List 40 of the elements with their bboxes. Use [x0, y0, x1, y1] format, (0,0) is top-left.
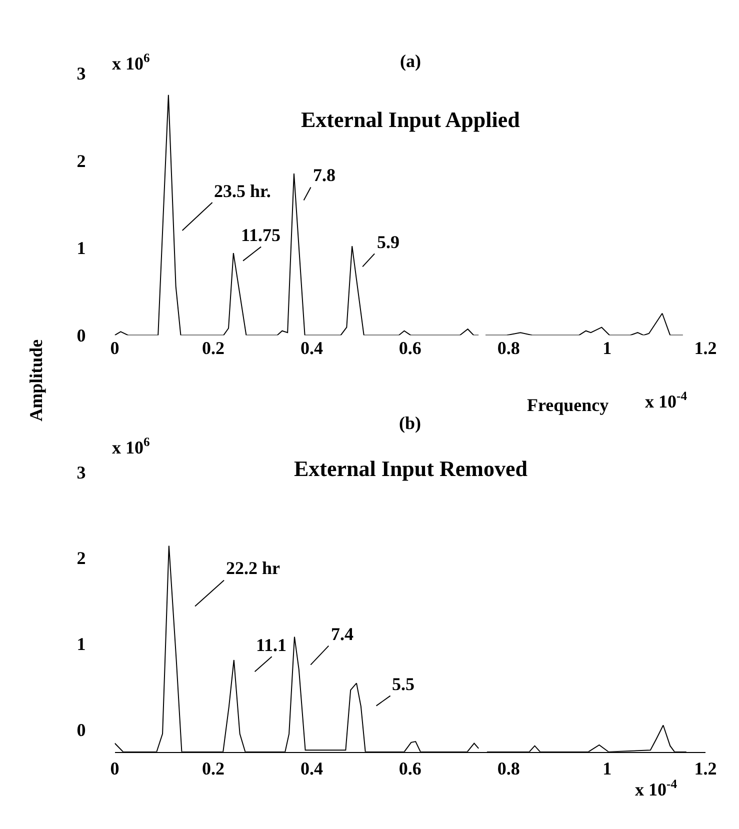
y-tick-label: 1 [76, 634, 86, 654]
x-tick-label: 0 [110, 338, 120, 358]
annotation: 22.2 hr [226, 558, 280, 578]
chart-title: (b) [399, 413, 422, 433]
x-tick-label: 0.2 [202, 338, 224, 358]
x-tick-label: 0 [110, 758, 120, 778]
annotation: 11.75 [241, 225, 281, 245]
chart-subtitle: External Input Removed [294, 456, 528, 481]
y-tick-label: 2 [76, 548, 86, 568]
x-axis-title: Frequency [527, 395, 609, 415]
text: x 10$^{-4}$ [645, 389, 688, 412]
annotation: x 10$^{6}$ [112, 51, 150, 74]
text: x 10$^{6}$ [112, 435, 150, 458]
y-tick-label: 3 [76, 462, 86, 482]
y-tick-label: 3 [76, 63, 86, 84]
annotation: 5.5 [392, 674, 414, 694]
x-tick-label: 0.8 [497, 758, 520, 778]
y-tick-label: 2 [76, 150, 86, 171]
annotation: 7.8 [313, 165, 336, 185]
x-tick-label: 1 [602, 758, 612, 778]
y-tick-label: 1 [76, 238, 86, 258]
x-tick-label: 0.2 [202, 758, 224, 778]
annotation: 11.1 [256, 635, 287, 655]
x-tick-label: 0.6 [398, 758, 422, 778]
annotation: 5.9 [377, 232, 400, 252]
y-axis-title: Amplitude [26, 339, 46, 422]
text: External Input Applied [301, 107, 520, 132]
annotation: 23.5 hr. [214, 181, 271, 201]
x-tick-label: 0.8 [497, 338, 520, 358]
text: x 10$^{-4}$ [635, 777, 678, 800]
x-tick-label: 1.2 [694, 758, 717, 778]
y-tick-label: 0 [76, 326, 86, 346]
x-tick-label: 1 [602, 338, 612, 358]
x-tick-label: 0.4 [300, 758, 323, 778]
x-tick-label: 1.2 [694, 338, 717, 358]
x-tick-label: 0.4 [300, 338, 323, 358]
chart-title: (a) [400, 51, 421, 71]
y-tick-label: 0 [76, 720, 86, 740]
x-tick-label: 0.6 [398, 338, 422, 358]
annotation: 7.4 [331, 624, 354, 644]
